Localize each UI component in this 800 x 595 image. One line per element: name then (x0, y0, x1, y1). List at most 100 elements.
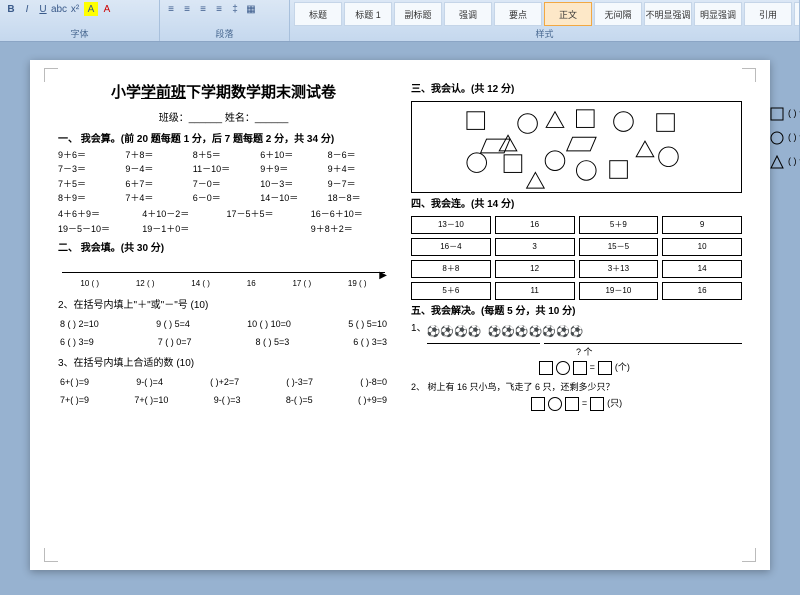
connect-box: 5＋9 (579, 216, 659, 234)
section-4: 四、我会连。(共 14 分) (411, 197, 742, 212)
connect-box: 8＋8 (411, 260, 491, 278)
connect-box: 12 (495, 260, 575, 278)
style-标题[interactable]: 标题 (294, 2, 342, 26)
cell: 6+( )=9 (60, 376, 89, 390)
ribbon-group-styles: 标题标题 1副标题强调要点正文无间隔不明显强调明显强调引用明显引样式 (290, 0, 800, 41)
style-强调[interactable]: 强调 (444, 2, 492, 26)
connect-box: 3 (495, 238, 575, 256)
group-label-font: 字体 (0, 27, 159, 40)
cell: ( )+2=7 (210, 376, 239, 390)
cell: 9＋9＝ (260, 163, 321, 177)
style-要点[interactable]: 要点 (494, 2, 542, 26)
cell: ( )-8=0 (360, 376, 387, 390)
cell: 14－10＝ (260, 192, 321, 206)
style-不明显强调[interactable]: 不明显强调 (644, 2, 692, 26)
q5-1-label: 1、 (411, 321, 427, 336)
style-明显引[interactable]: 明显引 (794, 2, 800, 26)
cell: 8－6＝ (328, 149, 389, 163)
cell: 18－8＝ (328, 192, 389, 206)
crop-corner (44, 548, 58, 562)
crop-corner (742, 548, 756, 562)
cell: 12 ( ) (136, 278, 155, 290)
cell: 8 ( ) 5=3 (255, 336, 289, 350)
recog-ci: ( ) 个 (788, 131, 800, 145)
cell (227, 223, 305, 237)
ribbon: B I U abc x² A A 字体 ≡ ≡ ≡ ≡ ‡ ▦ 段落 标题标题 … (0, 0, 800, 42)
cell: 10 ( ) 10=0 (247, 318, 291, 332)
cell: 6 ( ) 3=3 (353, 336, 387, 350)
cell: 9 ( ) 5=4 (156, 318, 190, 332)
italic-icon[interactable]: I (20, 2, 34, 16)
cell: 16 (247, 278, 256, 290)
bold-icon[interactable]: B (4, 2, 18, 16)
math-grid-1: 9＋6＝7＋8＝8＋5＝6＋10＝8－6＝7－3＝9－4＝11－10＝9＋9＝9… (58, 149, 389, 206)
cell: 7+( )=10 (134, 394, 168, 408)
shape-box (411, 101, 742, 193)
cell: 8-( )=5 (286, 394, 313, 408)
shading-icon[interactable]: ▦ (244, 2, 258, 16)
cell: 4＋10－2＝ (142, 208, 220, 222)
q2-title: 2、在括号内填上"＋"或"－"号 (10) (58, 298, 389, 313)
cell: 9＋8＋2＝ (311, 223, 389, 237)
highlight-icon[interactable]: A (84, 2, 98, 16)
cell: 9－7＝ (328, 178, 389, 192)
math-row-3: 19－5－10＝19－1＋0＝9＋8＋2＝ (58, 223, 389, 237)
cell: 6＋7＝ (125, 178, 186, 192)
cell: 4＋6＋9＝ (58, 208, 136, 222)
cell: 17－5＋5＝ (227, 208, 305, 222)
cell: 9－4＝ (125, 163, 186, 177)
style-无间隔[interactable]: 无间隔 (594, 2, 642, 26)
number-line: ▶ 10 ( )12 ( )14 ( )1617 ( )19 ( ) (62, 264, 385, 290)
cell: 8＋5＝ (193, 149, 254, 163)
cell: 6 ( ) 3=9 (60, 336, 94, 350)
crop-corner (44, 68, 58, 82)
connect-box: 16 (495, 216, 575, 234)
super-icon[interactable]: x² (68, 2, 82, 16)
line-spacing-icon[interactable]: ‡ (228, 2, 242, 16)
cell: 17 ( ) (292, 278, 311, 290)
style-副标题[interactable]: 副标题 (394, 2, 442, 26)
ribbon-group-paragraph: ≡ ≡ ≡ ≡ ‡ ▦ 段落 (160, 0, 290, 41)
connect-box: 15－5 (579, 238, 659, 256)
workspace: 小学学前班下学期数学期末测试卷 班级：______ 姓名：______ 一、 我… (0, 42, 800, 595)
align-right-icon[interactable]: ≡ (196, 2, 210, 16)
cell: 11－10＝ (193, 163, 254, 177)
cell: 9＋6＝ (58, 149, 119, 163)
cell: 6－0＝ (193, 192, 254, 206)
style-正文[interactable]: 正文 (544, 2, 592, 26)
title-pre: 小学 (111, 84, 141, 101)
align-center-icon[interactable]: ≡ (180, 2, 194, 16)
cell: 5 ( ) 5=10 (348, 318, 387, 332)
crop-corner (742, 68, 756, 82)
cell: 6＋10＝ (260, 149, 321, 163)
cell: 10－3＝ (260, 178, 321, 192)
connect-box: 9 (662, 216, 742, 234)
cell: 7+( )=9 (60, 394, 89, 408)
style-标题 1[interactable]: 标题 1 (344, 2, 392, 26)
equation-1: = (个) (427, 361, 742, 375)
q5-2: 2、 树上有 16 只小鸟，飞走了 6 只，还剩多少只？ (411, 381, 742, 395)
connect-box: 5＋6 (411, 282, 491, 300)
cell: 7－0＝ (193, 178, 254, 192)
align-left-icon[interactable]: ≡ (164, 2, 178, 16)
cell: 16－6＋10＝ (311, 208, 389, 222)
align-justify-icon[interactable]: ≡ (212, 2, 226, 16)
group-label-styles: 样式 (290, 27, 799, 40)
cell: 19－5－10＝ (58, 223, 136, 237)
connect-box: 16 (662, 282, 742, 300)
strike-icon[interactable]: abc (52, 2, 66, 16)
style-引用[interactable]: 引用 (744, 2, 792, 26)
recog-tri: ( ) 个 (788, 155, 800, 169)
connect-grid: 13－10165＋9916－4315－5108＋8123＋13145＋61119… (411, 216, 742, 300)
q3-title: 3、在括号内填上合适的数 (10) (58, 356, 389, 371)
underline-icon[interactable]: U (36, 2, 50, 16)
math-row-2: 4＋6＋9＝ 4＋10－2＝ 17－5＋5＝ 16－6＋10＝ (58, 208, 389, 222)
style-明显强调[interactable]: 明显强调 (694, 2, 742, 26)
font-color-icon[interactable]: A (100, 2, 114, 16)
cell: 9＋4＝ (328, 163, 389, 177)
section-2: 二、 我会填。(共 30 分) (58, 241, 389, 256)
doc-title: 小学学前班下学期数学期末测试卷 (58, 82, 389, 105)
connect-box: 3＋13 (579, 260, 659, 278)
connect-box: 10 (662, 238, 742, 256)
connect-box: 16－4 (411, 238, 491, 256)
